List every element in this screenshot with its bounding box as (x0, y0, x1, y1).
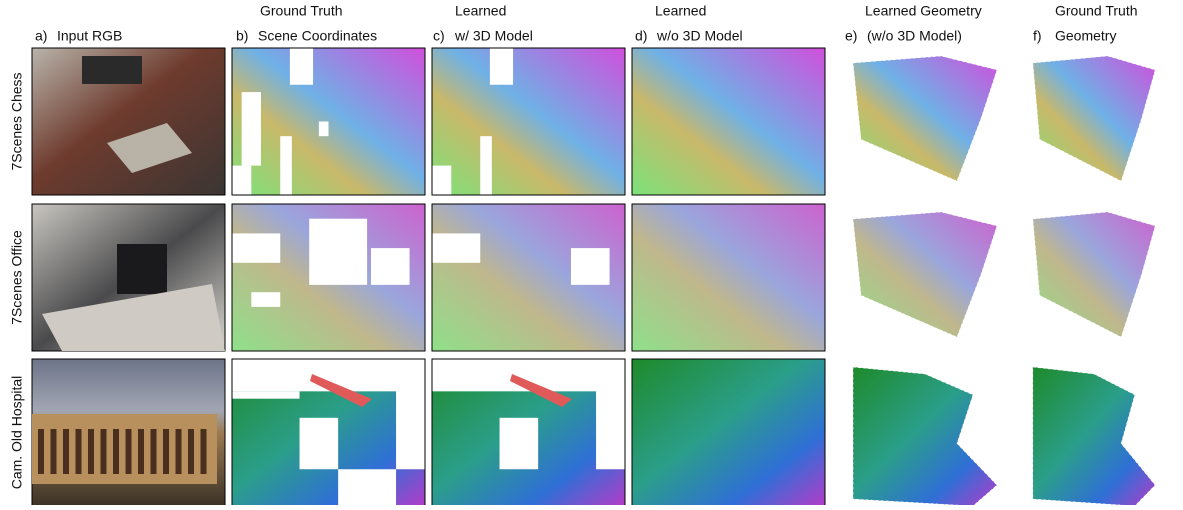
photo-detail (163, 429, 169, 474)
scene-coordinate-map (231, 47, 426, 196)
column-title: w/o 3D Model (656, 28, 743, 44)
missing-region (309, 218, 368, 285)
column-title: Learned (455, 3, 506, 19)
missing-region (396, 388, 425, 470)
column-letter: f) (1033, 28, 1042, 44)
missing-region (241, 92, 261, 166)
missing-region (596, 388, 625, 470)
scene-coordinate-map (431, 203, 626, 352)
panel-border (431, 47, 626, 196)
column-title: Ground Truth (260, 3, 343, 19)
learned-geometry (852, 55, 998, 182)
photo-detail (32, 414, 217, 484)
missing-region (280, 136, 292, 195)
missing-region (432, 233, 481, 263)
scene-coordinate-map (631, 47, 826, 196)
column-title: w/ 3D Model (454, 28, 533, 44)
scene-coordinate-map (631, 203, 826, 352)
column-letter: d) (635, 28, 647, 44)
learned-geometry (852, 211, 998, 338)
panel-border (631, 203, 826, 352)
column-title: Scene Coordinates (258, 28, 377, 44)
row-label: 7Scenes Chess (9, 72, 25, 170)
ground-truth-geometry (1032, 211, 1156, 338)
panel-border (231, 203, 426, 352)
photo-detail (113, 429, 119, 474)
missing-region (570, 248, 610, 285)
learned-map-no-model (632, 359, 825, 506)
panel-border (231, 47, 426, 196)
photo-detail (175, 429, 182, 474)
scene-coordinate-map (431, 47, 626, 196)
photo-detail (82, 56, 142, 84)
outlier-streak (310, 374, 372, 407)
row-label: Cam. Old Hospital (9, 376, 25, 490)
column-letter: e) (845, 28, 857, 44)
missing-region (232, 165, 252, 195)
missing-region (251, 292, 281, 307)
column-title: Learned Geometry (865, 3, 982, 19)
missing-region (489, 48, 514, 85)
outlier-streak (510, 374, 572, 407)
photo-detail (138, 429, 144, 474)
missing-region (318, 121, 329, 137)
missing-region (338, 469, 397, 506)
photo-detail (63, 429, 69, 474)
column-title: (w/o 3D Model) (867, 28, 962, 44)
photo-detail (38, 429, 44, 474)
photo-detail (188, 429, 194, 474)
missing-region (289, 48, 314, 85)
scene-coordinate-map (631, 358, 826, 507)
missing-region (299, 417, 339, 470)
column-letter: a) (35, 28, 47, 44)
learned-map-no-model (632, 48, 825, 195)
missing-region (499, 417, 539, 470)
missing-region (232, 391, 300, 399)
missing-region (370, 248, 410, 285)
learned-geometry (852, 366, 998, 507)
column-title: Ground Truth (1055, 3, 1138, 19)
missing-region (432, 165, 452, 195)
photo-detail (200, 429, 207, 474)
panel-border (431, 203, 626, 352)
photo-detail (88, 429, 94, 474)
column-title: Geometry (1055, 28, 1116, 44)
row-label: 7Scenes Office (9, 230, 25, 325)
scene-coordinate-map (231, 203, 426, 352)
ground-truth-geometry (1032, 55, 1156, 182)
photo-detail (100, 429, 107, 474)
learned-map (432, 48, 625, 195)
photo-detail (150, 429, 157, 474)
panel-border (631, 47, 826, 196)
missing-region (480, 136, 492, 195)
missing-region (232, 233, 281, 263)
ground-truth-geometry (1032, 366, 1156, 507)
photo-detail (117, 244, 167, 294)
column-letter: b) (236, 28, 248, 44)
column-letter: c) (433, 28, 445, 44)
column-title: Learned (655, 3, 706, 19)
photo-detail (125, 429, 132, 474)
photo-detail (50, 429, 57, 474)
photo-detail (107, 123, 192, 173)
scene-coordinate-map (231, 358, 426, 507)
learned-map-no-model (632, 204, 825, 351)
photo-detail (75, 429, 82, 474)
column-title: Input RGB (57, 28, 122, 44)
scene-coordinate-map (431, 358, 626, 507)
photo-detail (42, 284, 225, 351)
